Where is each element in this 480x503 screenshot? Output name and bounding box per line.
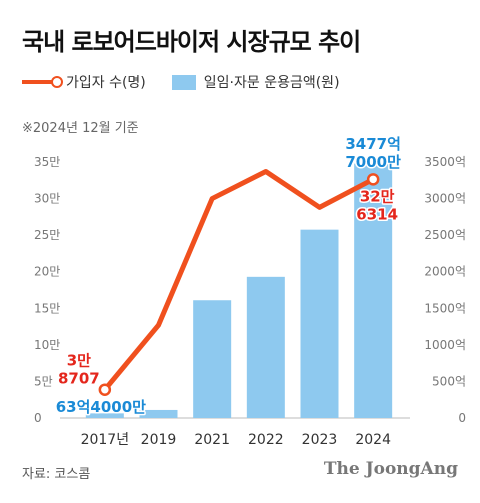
right-axis-tick-label: 2000억 (424, 265, 466, 279)
left-axis-tick-label: 25만 (34, 228, 60, 242)
right-axis-tick-label: 500억 (432, 374, 466, 388)
legend-line-label: 가입자 수(명) (66, 75, 146, 91)
data-label: 8707 (58, 370, 100, 388)
data-label: 32만 (360, 187, 395, 205)
legend-line-swatch (22, 76, 63, 88)
bar (300, 229, 339, 418)
x-axis-tick-label: 2022 (248, 432, 284, 448)
line-series (98, 169, 380, 396)
right-axis-tick-label: 3500억 (424, 155, 466, 169)
line-point (98, 383, 112, 396)
right-axis-tick-label: 3000억 (424, 192, 466, 206)
legend-bar-swatch (171, 74, 196, 90)
source-note: 자료: 코스콤 (22, 467, 91, 482)
x-axis-tick-label: 2017년 (81, 432, 130, 448)
date-note: ※2024년 12월 기준 (22, 121, 139, 136)
data-label: 3만 (67, 352, 91, 370)
chart-title: 국내 로보어드바이저 시장규모 추이 (22, 28, 361, 56)
brand-logo: The JoongAng (323, 459, 458, 479)
right-axis-tick-label: 2500억 (424, 228, 466, 242)
x-axis-tick-label: 2021 (194, 432, 230, 448)
data-label: 63억4000만 (56, 398, 146, 416)
x-axis-tick-label: 2023 (302, 432, 338, 448)
bar (246, 276, 285, 418)
left-axis-tick-label: 0 (34, 411, 42, 425)
bar (85, 413, 124, 418)
bar (354, 163, 393, 418)
left-axis-tick-label: 35만 (34, 155, 60, 169)
bar (139, 409, 178, 418)
x-axis-tick-label: 2024 (355, 432, 391, 448)
bar (193, 300, 232, 418)
left-axis-tick-label: 15만 (34, 301, 60, 315)
left-axis-tick-label: 5만 (34, 374, 53, 388)
left-axis-tick-label: 10만 (34, 338, 60, 352)
left-axis-tick-label: 20만 (34, 265, 60, 279)
x-axis-tick-label: 2019 (141, 432, 177, 448)
left-axis-tick-label: 30만 (34, 192, 60, 206)
data-label: 7000만 (345, 153, 401, 171)
axes: 0 5만 10만 15만 20만 25만 30만 35만 0 500억 1000억 1500억 2000… (34, 155, 466, 448)
line-point (366, 173, 380, 186)
data-label: 6314 (356, 205, 398, 223)
bars (85, 163, 393, 418)
right-axis-tick-label: 1500억 (424, 301, 466, 315)
right-axis-tick-label: 1000억 (424, 338, 466, 352)
legend: 가입자 수(명) 일임·자문 운용금액(원) (22, 72, 340, 92)
data-label: 3477억 (345, 135, 401, 153)
legend-bar-label: 일임·자문 운용금액(원) (203, 75, 340, 91)
right-axis-tick-label: 0 (458, 411, 466, 425)
line-path (102, 169, 376, 393)
